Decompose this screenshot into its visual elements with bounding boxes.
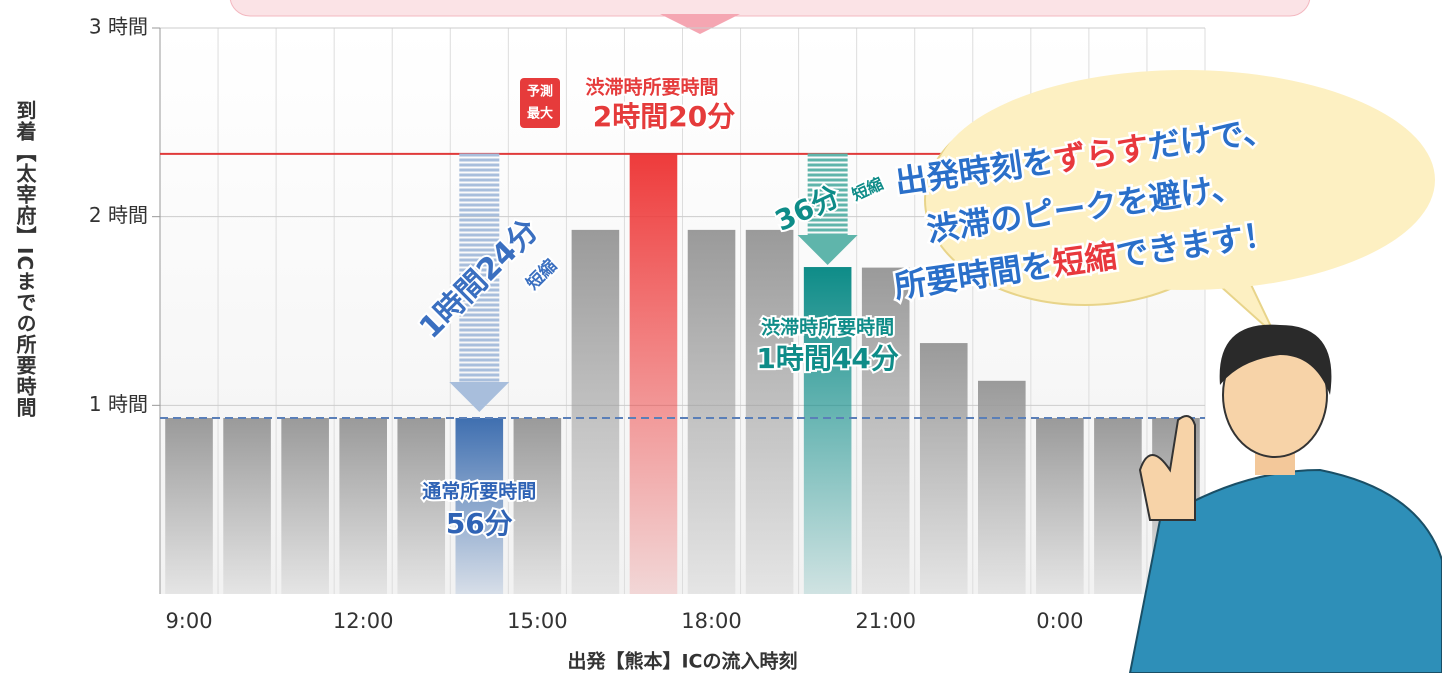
shifted-label: 渋滞時所要時間 <box>761 316 894 339</box>
y-axis-title: 到着【太宰府】ICまでの所要時間 <box>13 100 37 419</box>
shifted-value: 1時間44分 <box>756 342 898 375</box>
normal-label: 通常所要時間 <box>422 480 536 503</box>
bar <box>803 267 852 594</box>
bar <box>687 229 736 594</box>
badge <box>520 78 560 128</box>
badge-text: 予測 <box>527 84 553 100</box>
bar <box>339 417 387 594</box>
character-hair <box>1219 324 1332 395</box>
banner-arrow <box>660 14 740 34</box>
x-axis-title: 出発【熊本】ICの流入時刻 <box>567 650 797 673</box>
arrow-head <box>797 235 858 265</box>
x-tick-label: 18:00 <box>681 609 742 633</box>
bar <box>1094 417 1142 594</box>
top-banner <box>229 0 1311 17</box>
x-tick-label: 21:00 <box>855 609 916 633</box>
speech-bubble <box>935 70 1435 290</box>
arrow-head <box>449 382 510 412</box>
x-tick-label: 15:00 <box>507 609 568 633</box>
bar <box>629 153 678 594</box>
bar <box>571 229 620 594</box>
bar <box>165 417 213 594</box>
bar <box>455 417 504 594</box>
y-tick-label: 2 時間 <box>89 203 148 227</box>
bar <box>513 417 562 594</box>
bar <box>223 417 271 594</box>
peak-label: 渋滞時所要時間 <box>585 76 718 99</box>
badge-text: 最大 <box>527 106 553 122</box>
bar <box>397 417 446 594</box>
bar <box>281 417 329 594</box>
y-tick-label: 1 時間 <box>89 392 148 416</box>
character-body <box>1128 468 1442 673</box>
bar <box>919 343 968 594</box>
x-tick-label: 12:00 <box>333 609 394 633</box>
character-hand <box>1138 415 1196 521</box>
bar <box>978 380 1026 594</box>
y-tick-label: 3 時間 <box>89 15 148 39</box>
peak-value: 2時間20分 <box>593 100 735 133</box>
bar <box>861 267 910 594</box>
bar <box>1036 417 1084 594</box>
normal-value: 56分 <box>446 507 513 540</box>
x-tick-label: 9:00 <box>165 609 212 633</box>
x-tick-label: 0:00 <box>1036 609 1083 633</box>
bar <box>745 229 794 594</box>
